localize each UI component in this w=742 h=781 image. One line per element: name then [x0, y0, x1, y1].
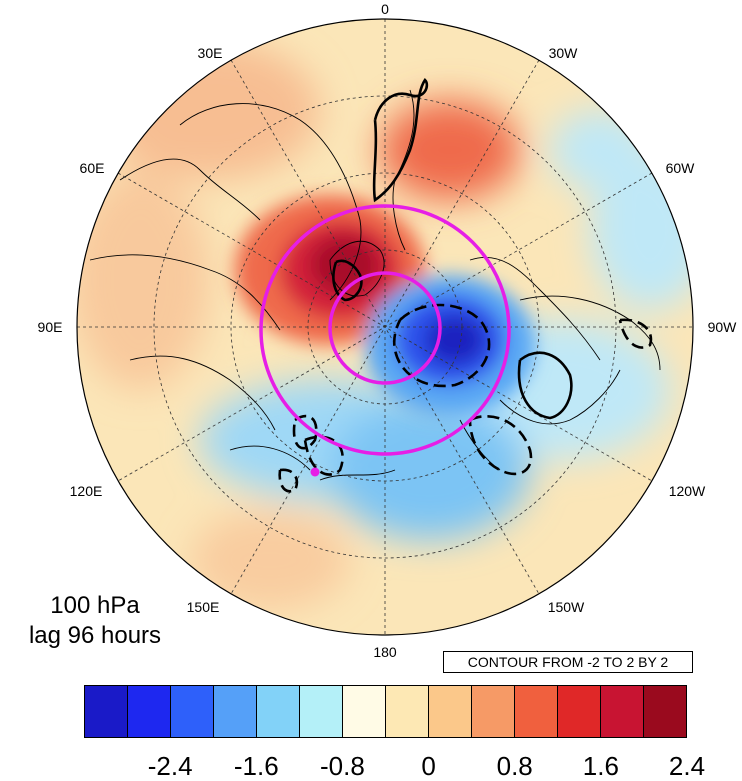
solid-contours: [332, 77, 573, 420]
lon-label-120e: 120E: [70, 483, 103, 499]
colorbar-cell: [644, 686, 686, 737]
colorbar-cell: [601, 686, 644, 737]
colorbar-tick-label: 0: [421, 751, 436, 781]
lon-label-120w: 120W: [669, 483, 706, 499]
colorbar-cell: [429, 686, 472, 737]
colorbar-cell: [472, 686, 515, 737]
lon-label-90e: 90E: [38, 319, 63, 335]
lon-label-0: 0: [381, 1, 389, 17]
colorbar-tick-label: 1.6: [582, 751, 619, 781]
colorbar-cell: [343, 686, 386, 737]
pressure-level-label: 100 hPa: [50, 592, 140, 619]
magenta-overlay: [259, 204, 511, 456]
colorbar-cell: [171, 686, 214, 737]
magenta-marker: [310, 467, 320, 477]
lon-label-30e: 30E: [198, 45, 223, 61]
colorbar-cell: [515, 686, 558, 737]
colorbar-cell: [558, 686, 601, 737]
lon-label-60w: 60W: [666, 160, 696, 176]
inner-magenta-ring: [328, 271, 442, 385]
contour-info-box: CONTOUR FROM -2 TO 2 BY 2: [443, 651, 693, 673]
lag-label: lag 96 hours: [28, 622, 162, 649]
lon-label-60e: 60E: [80, 160, 105, 176]
colorbar-tick-label: 2.4: [668, 751, 706, 781]
colorbar: [84, 685, 687, 738]
colorbar-tick-label: -1.6: [233, 751, 279, 781]
colorbar-cell: [214, 686, 257, 737]
lon-label-30w: 30W: [549, 45, 579, 61]
colorbar-tick-label: 0.8: [496, 751, 533, 781]
colorbar-cell: [128, 686, 171, 737]
lon-label-180: 180: [373, 644, 397, 660]
colorbar-cell: [85, 686, 128, 737]
colorbar-cell: [386, 686, 429, 737]
lon-label-150e: 150E: [187, 599, 220, 615]
outer-magenta-ring: [259, 204, 511, 456]
map-border: [76, 18, 694, 636]
colorbar-cell: [257, 686, 300, 737]
colorbar-tick-label: -0.8: [320, 751, 365, 781]
dashed-contours: [278, 303, 653, 493]
colorbar-tick-label: -2.4: [147, 751, 193, 781]
lon-label-90w: 90W: [708, 319, 738, 335]
longitude-labels: 0 30E 30W 60E 60W 90E 90W 120E 120W 150E…: [38, 1, 738, 660]
lon-label-150w: 150W: [548, 599, 585, 615]
graticule: [77, 19, 693, 635]
colorbar-cell: [300, 686, 343, 737]
